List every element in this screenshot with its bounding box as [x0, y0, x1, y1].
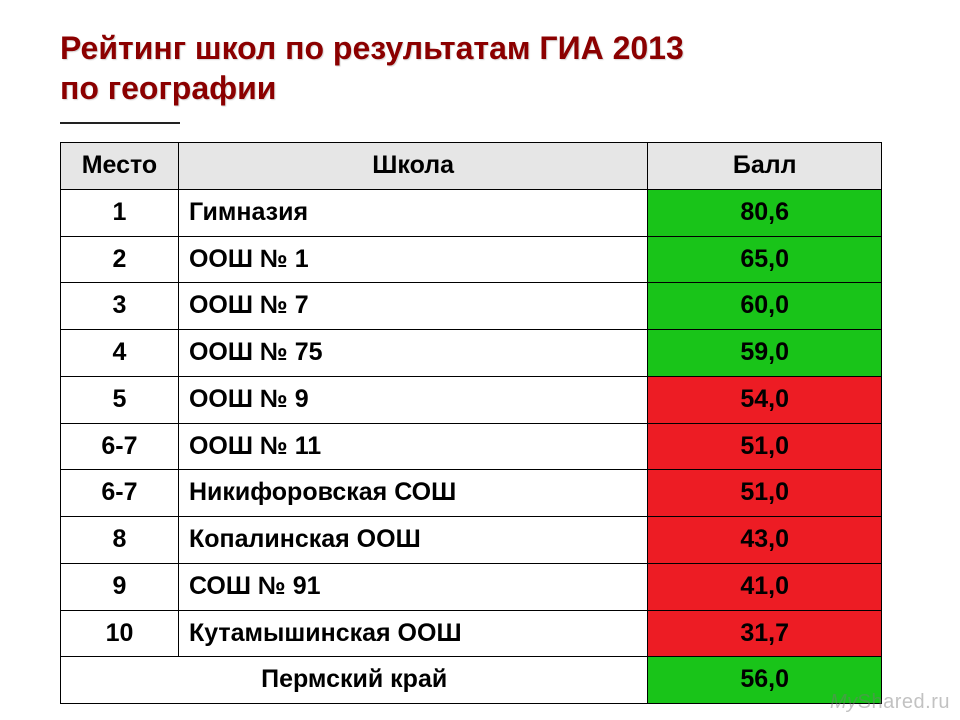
- cell-place: 2: [61, 236, 179, 283]
- cell-school: ООШ № 9: [178, 376, 647, 423]
- cell-school: Никифоровская СОШ: [178, 470, 647, 517]
- cell-place: 5: [61, 376, 179, 423]
- cell-school: СОШ № 91: [178, 563, 647, 610]
- cell-score: 60,0: [648, 283, 882, 330]
- cell-school: ООШ № 75: [178, 330, 647, 377]
- title-underline: [60, 122, 180, 124]
- cell-score: 51,0: [648, 470, 882, 517]
- cell-place: 6-7: [61, 423, 179, 470]
- cell-score: 51,0: [648, 423, 882, 470]
- cell-place: 1: [61, 189, 179, 236]
- cell-score: 43,0: [648, 517, 882, 564]
- table-row: 10Кутамышинская ООШ31,7: [61, 610, 882, 657]
- cell-score: 31,7: [648, 610, 882, 657]
- cell-school: Гимназия: [178, 189, 647, 236]
- title-block: Рейтинг школ по результатам ГИА 2013 по …: [60, 28, 900, 124]
- title-line2: по географии: [60, 68, 900, 108]
- table-header-row: Место Школа Балл: [61, 143, 882, 190]
- col-header-place: Место: [61, 143, 179, 190]
- cell-place: 3: [61, 283, 179, 330]
- table-row: 8Копалинская ООШ43,0: [61, 517, 882, 564]
- cell-score: 59,0: [648, 330, 882, 377]
- cell-place: 10: [61, 610, 179, 657]
- table-row: 3ООШ № 760,0: [61, 283, 882, 330]
- cell-score: 41,0: [648, 563, 882, 610]
- table-row: 6-7ООШ № 1151,0: [61, 423, 882, 470]
- col-header-score: Балл: [648, 143, 882, 190]
- title-line1: Рейтинг школ по результатам ГИА 2013: [60, 28, 900, 68]
- table-footer-row: Пермский край56,0: [61, 657, 882, 704]
- cell-place: 6-7: [61, 470, 179, 517]
- table-body: 1Гимназия80,62ООШ № 165,03ООШ № 760,04ОО…: [61, 189, 882, 703]
- cell-place: 8: [61, 517, 179, 564]
- footer-score: 56,0: [648, 657, 882, 704]
- col-header-school: Школа: [178, 143, 647, 190]
- cell-school: Копалинская ООШ: [178, 517, 647, 564]
- cell-school: ООШ № 1: [178, 236, 647, 283]
- table-row: 6-7Никифоровская СОШ51,0: [61, 470, 882, 517]
- table-row: 5ООШ № 954,0: [61, 376, 882, 423]
- footer-label: Пермский край: [61, 657, 648, 704]
- table-row: 4ООШ № 7559,0: [61, 330, 882, 377]
- table-row: 1Гимназия80,6: [61, 189, 882, 236]
- cell-school: ООШ № 11: [178, 423, 647, 470]
- cell-place: 9: [61, 563, 179, 610]
- cell-school: Кутамышинская ООШ: [178, 610, 647, 657]
- table-row: 2ООШ № 165,0: [61, 236, 882, 283]
- cell-school: ООШ № 7: [178, 283, 647, 330]
- table-row: 9СОШ № 9141,0: [61, 563, 882, 610]
- cell-score: 80,6: [648, 189, 882, 236]
- cell-score: 65,0: [648, 236, 882, 283]
- cell-place: 4: [61, 330, 179, 377]
- cell-score: 54,0: [648, 376, 882, 423]
- rating-table: Место Школа Балл 1Гимназия80,62ООШ № 165…: [60, 142, 882, 704]
- slide: Рейтинг школ по результатам ГИА 2013 по …: [0, 0, 960, 720]
